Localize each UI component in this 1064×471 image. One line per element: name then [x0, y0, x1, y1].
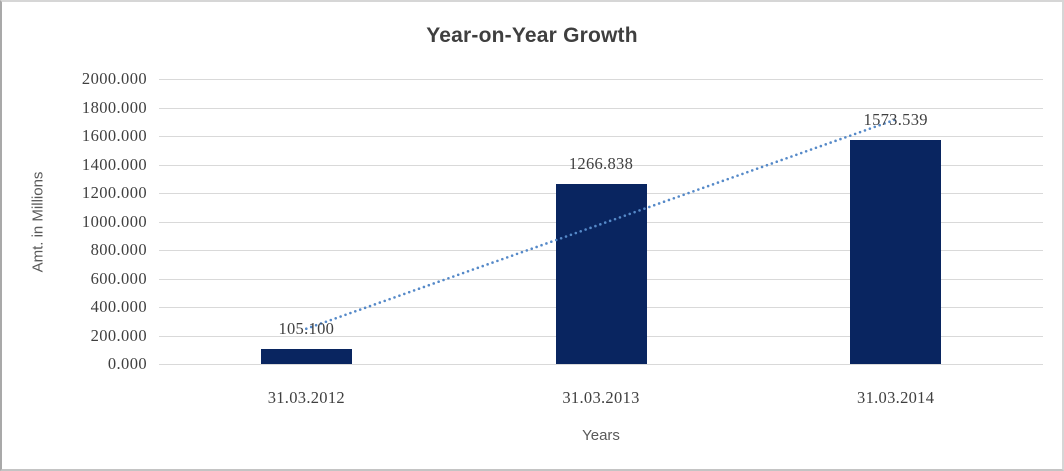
- gridline: [159, 364, 1043, 365]
- x-category-label: 31.03.2013: [562, 388, 640, 407]
- gridline: [159, 108, 1043, 109]
- y-tick-label: 1200.000: [81, 183, 147, 202]
- bar-data-label: 105.100: [278, 319, 335, 338]
- y-tick-label: 600.000: [90, 269, 147, 288]
- y-tick-label: 1000.000: [81, 212, 147, 231]
- chart-title: Year-on-Year Growth: [426, 24, 638, 47]
- gridline: [159, 136, 1043, 137]
- bar-data-label: 1573.539: [863, 109, 928, 129]
- x-category-label: 31.03.2012: [267, 388, 345, 407]
- bar-data-label: 1266.838: [568, 153, 634, 173]
- x-axis-title: Years: [582, 427, 620, 444]
- y-tick-label: 1800.000: [81, 98, 147, 117]
- y-tick-label: 1600.000: [81, 126, 147, 145]
- y-tick-label: 800.000: [90, 240, 147, 259]
- y-tick-label: 400.000: [90, 297, 147, 316]
- y-tick-label: 0.000: [107, 354, 147, 373]
- y-tick-label: 200.000: [90, 326, 147, 345]
- x-category-label: 31.03.2014: [857, 388, 935, 407]
- bar: [555, 183, 647, 364]
- bar: [260, 349, 352, 364]
- gridline: [159, 79, 1043, 80]
- bar: [850, 139, 942, 364]
- y-tick-label: 2000.000: [81, 69, 147, 88]
- y-axis-title: Amt. in Millions: [29, 171, 47, 273]
- y-tick-label: 1400.000: [81, 155, 147, 174]
